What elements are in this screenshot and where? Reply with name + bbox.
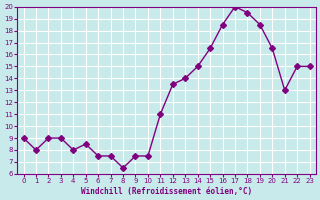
X-axis label: Windchill (Refroidissement éolien,°C): Windchill (Refroidissement éolien,°C) [81, 187, 252, 196]
